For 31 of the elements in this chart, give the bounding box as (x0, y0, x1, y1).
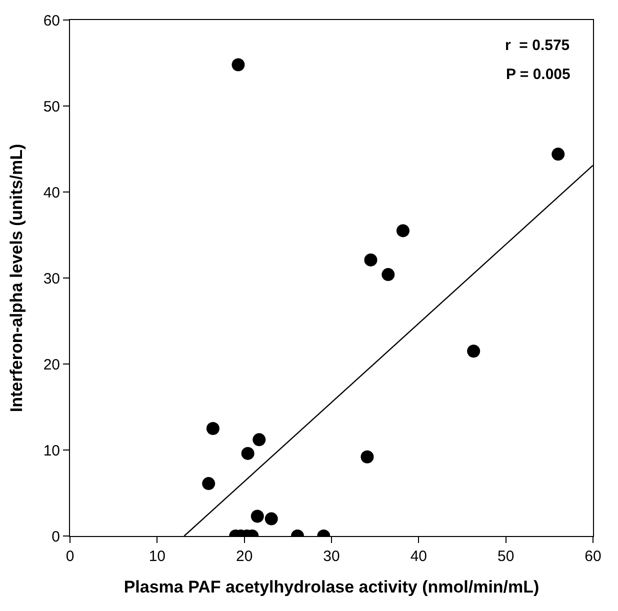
x-tick-label: 30 (323, 548, 340, 565)
point (250, 510, 264, 523)
y-axis-title: Interferon-alpha levels (units/mL) (6, 144, 26, 412)
annotation: P = 0.005 (506, 66, 570, 83)
y-tick-label: 0 (52, 528, 60, 546)
x-tick-label: 50 (497, 548, 514, 565)
point (264, 512, 278, 526)
x-tick-label: 60 (584, 548, 602, 565)
y-tick-label: 10 (43, 442, 60, 460)
point (202, 477, 216, 490)
point (360, 450, 374, 464)
y-tick-label: 40 (43, 184, 60, 202)
point (467, 344, 480, 358)
x-tick-label: 40 (410, 548, 428, 565)
point (241, 446, 254, 460)
point (382, 268, 395, 282)
x-axis-title: Plasma PAF acetylhydrolase activity (nmol/min/mL) (124, 577, 540, 596)
y-tick-label: 20 (43, 356, 60, 374)
y-tick-label: 50 (43, 98, 60, 116)
point (232, 58, 245, 72)
point (206, 422, 220, 435)
annotation: r = 0.575 (505, 37, 570, 54)
point (252, 433, 266, 446)
point (552, 148, 565, 161)
x-tick-label: 20 (236, 548, 253, 565)
y-tick-label: 60 (43, 12, 60, 30)
point (396, 224, 410, 238)
y-tick-label: 30 (43, 270, 60, 288)
x-tick-label: 10 (148, 548, 166, 565)
point (364, 253, 378, 266)
x-tick-label: 0 (66, 548, 74, 565)
